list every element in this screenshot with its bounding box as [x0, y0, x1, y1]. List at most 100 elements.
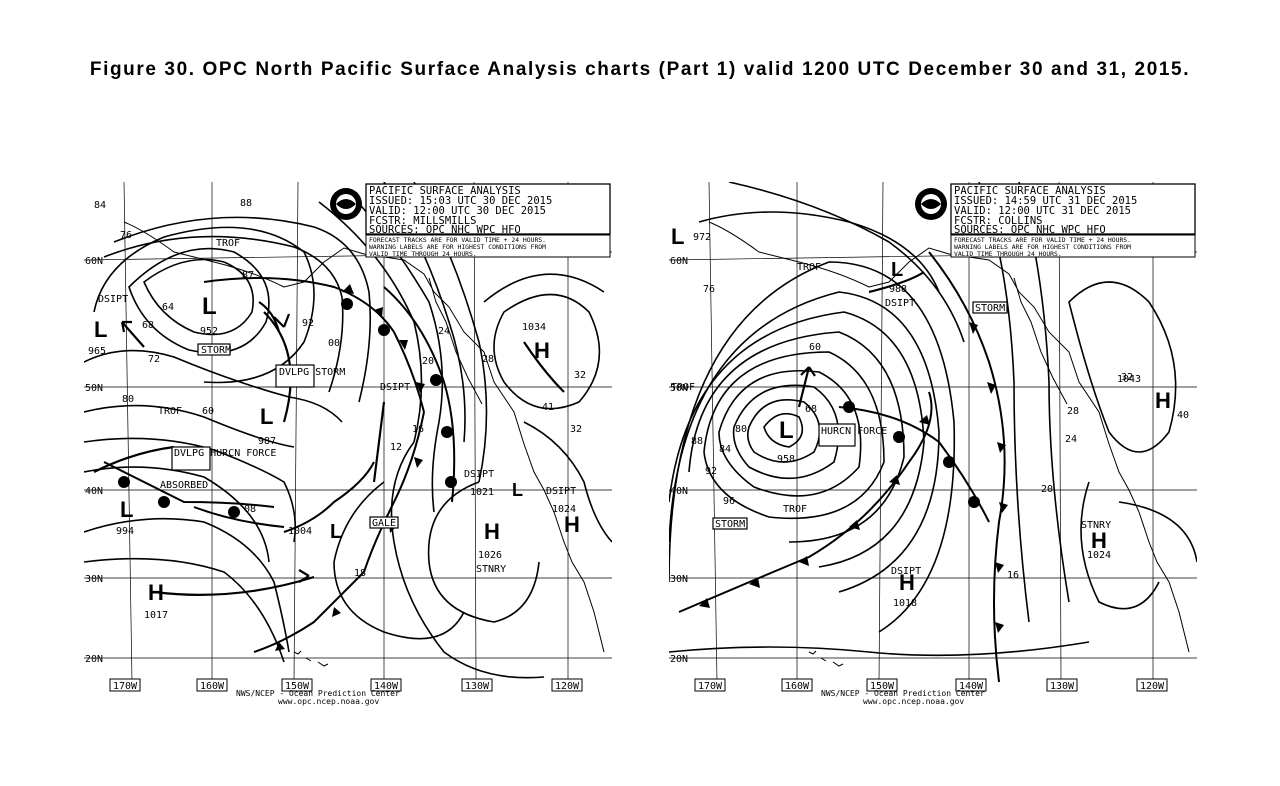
analysis-labels: TROF TROF DSIPT DSIPT DSIPT DSIPT ABSORB… — [98, 238, 586, 579]
svg-text:24: 24 — [438, 326, 450, 337]
svg-text:28: 28 — [482, 354, 494, 365]
low-pressure-value: 1021 — [470, 487, 494, 498]
chart-credit: NWS/NCEP - Ocean Prediction Center www.o… — [236, 689, 400, 706]
figure-caption: Figure 30. OPC North Pacific Surface Ana… — [89, 59, 1191, 80]
track-label: 60 — [809, 342, 821, 353]
header-sources: SOURCES: OPC NHC WPC HFO — [369, 224, 521, 236]
svg-text:12: 12 — [390, 442, 402, 453]
longitude-labels: 170W 160W 150W 140W 130W 120W — [694, 678, 1168, 692]
trough-label: TROF — [797, 262, 821, 273]
track-label: 60 — [202, 406, 214, 417]
low-pressure-value: 972 — [693, 232, 711, 243]
low-center: L — [891, 259, 903, 281]
lat-label: 40N — [670, 486, 688, 497]
fronts — [103, 277, 457, 653]
high-center: H — [534, 338, 550, 363]
high-center: H — [564, 512, 580, 537]
high-center: H — [1155, 388, 1171, 413]
lon-label: 170W — [113, 681, 138, 692]
lat-label: 60N — [85, 256, 103, 267]
low-center: L — [94, 317, 107, 342]
high-pressure-value: 1024 — [1087, 550, 1111, 561]
lat-label: 30N — [85, 574, 103, 585]
header-forecaster: FCSTR: COLLINS — [954, 215, 1043, 227]
trough-label: TROF — [783, 504, 807, 515]
header-note: WARNING LABELS ARE FOR HIGHEST CONDITION… — [369, 243, 546, 251]
lon-label: 150W — [285, 681, 310, 692]
coastlines — [708, 221, 1190, 667]
warning-label: STORM — [715, 519, 745, 530]
svg-text:16: 16 — [1007, 570, 1019, 581]
svg-text:68: 68 — [142, 320, 154, 331]
forecast-tracks — [93, 301, 565, 596]
lat-label: 30N — [670, 574, 688, 585]
header-title: PACIFIC SURFACE ANALYSIS — [369, 185, 521, 197]
surface-analysis-map: 60N 50N 40N 30N 20N 170W 160W 150W 140W … — [83, 181, 613, 706]
svg-text:88: 88 — [691, 436, 703, 447]
warning-labels: STORM DVLPG STORM DVLPG HURCN FORCE GALE — [171, 343, 399, 529]
lat-label: 20N — [670, 654, 688, 665]
svg-text:24: 24 — [1065, 434, 1077, 445]
svg-text:84: 84 — [719, 444, 731, 455]
low-center: L — [202, 293, 217, 320]
svg-text:20: 20 — [422, 356, 434, 367]
dissipating-label: DSIPT — [380, 382, 410, 393]
stationary-label: STNRY — [1081, 520, 1111, 531]
svg-text:64: 64 — [162, 302, 174, 313]
lat-label: 20N — [85, 654, 103, 665]
latitude-labels: 60N 50N 40N 30N 20N — [670, 256, 688, 665]
chart-credit: NWS/NCEP - Ocean Prediction Center www.o… — [821, 689, 985, 706]
svg-text:76: 76 — [120, 230, 132, 241]
svg-text:92: 92 — [302, 318, 314, 329]
fronts — [678, 251, 1008, 683]
svg-text:80: 80 — [122, 394, 134, 405]
svg-text:16: 16 — [412, 424, 424, 435]
svg-text:32: 32 — [570, 424, 582, 435]
low-pressure-value: 965 — [88, 346, 106, 357]
lon-label: 120W — [1140, 681, 1165, 692]
high-pressure-value: 1034 — [522, 322, 546, 333]
header-valid: VALID: 12:00 UTC 31 DEC 2015 — [954, 205, 1131, 217]
high-center: H — [484, 519, 500, 544]
low-center: L — [512, 480, 523, 500]
lon-label: 140W — [959, 681, 984, 692]
svg-text:08: 08 — [244, 504, 256, 515]
lon-label: 160W — [785, 681, 810, 692]
svg-text:32: 32 — [1121, 372, 1133, 383]
svg-text:NWS/NCEP - Ocean Prediction Ce: NWS/NCEP - Ocean Prediction Center — [821, 689, 985, 698]
svg-text:00: 00 — [328, 338, 340, 349]
low-pressure-value: 952 — [200, 326, 218, 337]
svg-text:96: 96 — [723, 496, 735, 507]
header-issued: ISSUED: 15:03 UTC 30 DEC 2015 — [369, 195, 552, 207]
header-note: VALID TIME THROUGH 24 HOURS. — [369, 250, 477, 258]
lon-label: 150W — [870, 681, 895, 692]
high-center: H — [1091, 528, 1107, 553]
lon-label: 130W — [1050, 681, 1075, 692]
high-pressure-value: 1043 — [1117, 374, 1141, 385]
svg-text:80: 80 — [735, 424, 747, 435]
dissipating-label: DSIPT — [885, 298, 915, 309]
dissipating-label: DSIPT — [464, 469, 494, 480]
svg-text:NWS/NCEP - Ocean Prediction Ce: NWS/NCEP - Ocean Prediction Center — [236, 689, 400, 698]
warning-label: HURCN FORCE — [821, 426, 887, 437]
svg-text:84: 84 — [94, 200, 106, 211]
lon-label: 120W — [555, 681, 580, 692]
lon-label: 160W — [200, 681, 225, 692]
trough-label: TROF — [671, 382, 695, 393]
isobar-label: 32 — [574, 370, 586, 381]
longitude-labels: 170W 160W 150W 140W 130W 120W — [109, 678, 583, 692]
forecast-tracks — [797, 271, 925, 408]
latitude-labels: 60N 50N 40N 30N 20N — [85, 256, 103, 665]
high-pressure-value: 1024 — [552, 504, 576, 515]
high-pressure-value: 1018 — [893, 598, 917, 609]
stationary-label: STNRY — [476, 564, 506, 575]
header-forecaster: FCSTR: MILLSMILLS — [369, 215, 476, 227]
svg-text:88: 88 — [240, 198, 252, 209]
isobar-labels: 84 88 92 00 76 68 64 72 80 08 12 16 20 2… — [94, 198, 582, 515]
graticule — [83, 181, 613, 683]
dissipating-label: DSIPT — [98, 294, 128, 305]
high-pressure-value: 1026 — [478, 550, 502, 561]
low-pressure-value: 988 — [889, 284, 907, 295]
svg-text:40: 40 — [1177, 410, 1189, 421]
lat-label: 40N — [85, 486, 103, 497]
